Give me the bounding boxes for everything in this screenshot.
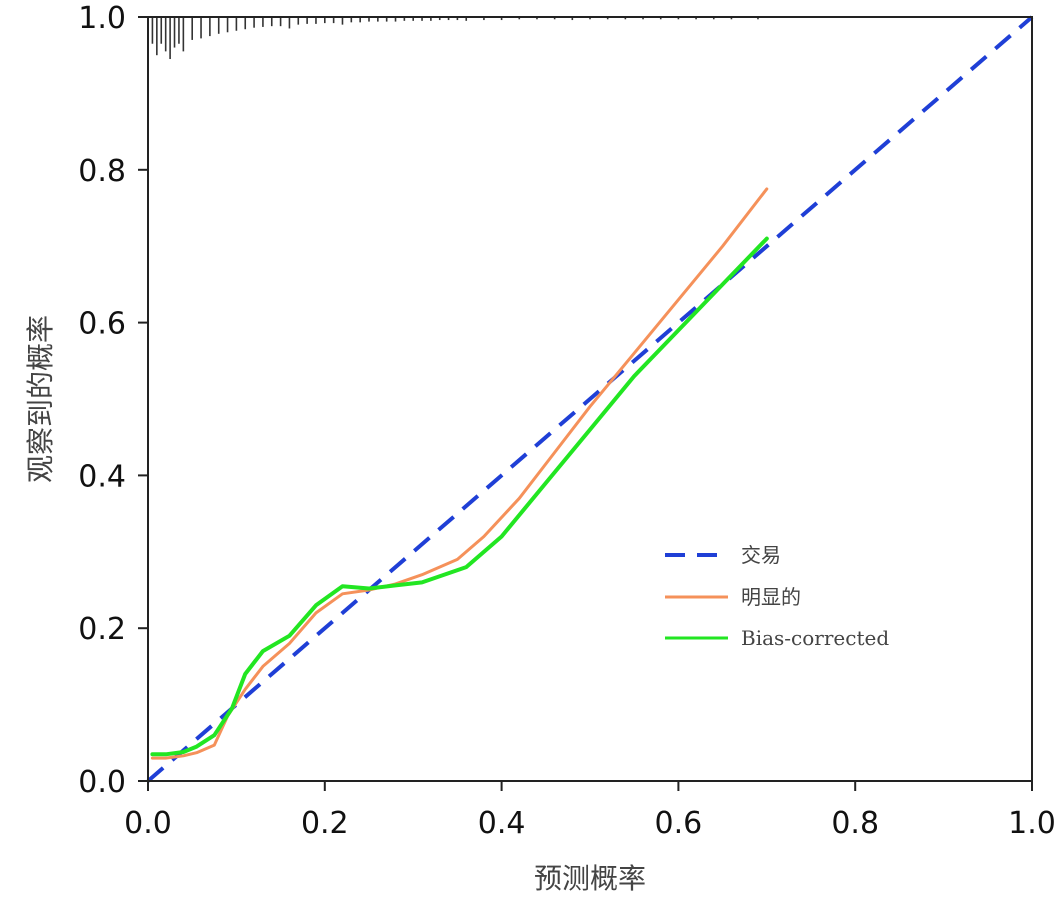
series-lines [146,15,1034,783]
x-axis-ticks: 0.0 0.2 0.4 0.6 0.8 1.0 [124,781,1056,841]
axes [147,16,1033,782]
x-tick-label: 0.8 [831,806,879,841]
y-tick-label: 0.6 [78,307,126,342]
y-tick-label: 0.0 [78,765,126,800]
x-tick-label: 0.4 [478,806,526,841]
x-tick-label: 0.6 [655,806,703,841]
y-axis-ticks: 0.0 0.2 0.4 0.6 0.8 1.0 [78,1,148,800]
plot-frame [147,16,1033,782]
x-tick-label: 0.0 [124,806,172,841]
y-axis-title: 观察到的概率 [24,315,57,483]
series-line-2 [150,236,769,757]
series-line-0 [146,15,1034,783]
y-tick-label: 1.0 [78,1,126,36]
x-axis-title: 预测概率 [534,862,646,895]
legend: 交易 明显的 Bias-corrected [665,543,889,650]
legend-label-1: 明显的 [741,585,801,609]
legend-label-2: Bias-corrected [741,626,889,650]
rug-marks [151,17,759,60]
x-tick-label: 1.0 [1008,806,1056,841]
y-tick-label: 0.2 [78,612,126,647]
x-tick-label: 0.2 [301,806,349,841]
y-tick-label: 0.8 [78,154,126,189]
y-tick-label: 0.4 [78,459,126,494]
legend-label-0: 交易 [741,543,781,567]
